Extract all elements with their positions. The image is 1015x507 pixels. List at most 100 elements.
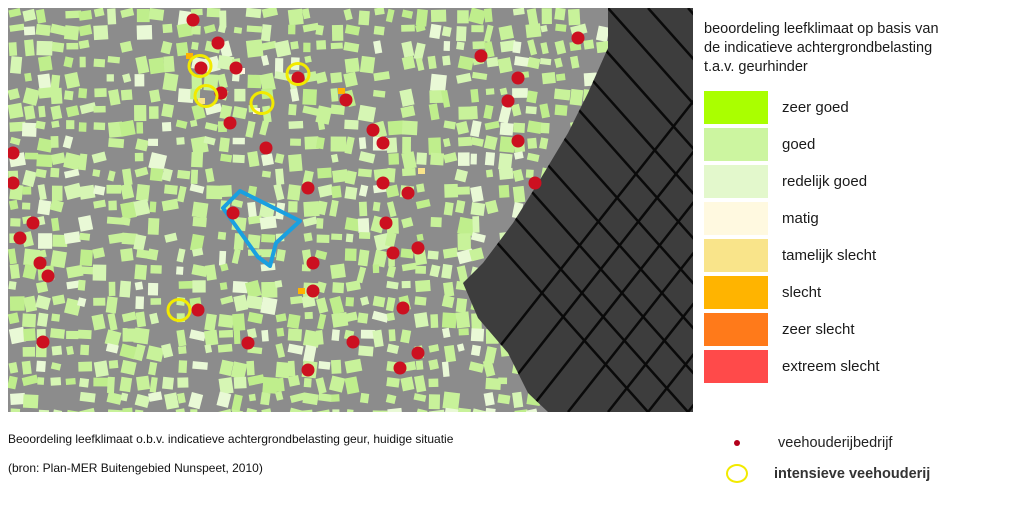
field-parcel — [303, 42, 311, 53]
field-parcel — [133, 234, 147, 251]
farm-marker — [229, 61, 243, 75]
field-parcel — [134, 264, 148, 280]
field-parcel — [443, 201, 454, 216]
field-parcel — [344, 376, 360, 395]
field-parcel — [135, 138, 149, 152]
field-parcel — [261, 8, 278, 18]
field-parcel — [64, 72, 81, 89]
field-parcel — [245, 120, 256, 138]
field-parcel — [498, 167, 514, 180]
field-parcel — [330, 153, 339, 163]
field-parcel — [204, 329, 219, 346]
field-parcel — [429, 90, 445, 104]
field-parcel — [232, 105, 248, 120]
field-parcel — [63, 231, 81, 245]
field-parcel — [204, 313, 217, 332]
field-parcel — [120, 359, 137, 376]
field-parcel — [356, 266, 367, 284]
field-parcel — [331, 24, 344, 41]
field-parcel — [232, 313, 246, 332]
field-parcel — [22, 8, 37, 22]
field-parcel — [331, 233, 343, 241]
farm-marker — [346, 335, 360, 349]
field-parcel — [260, 392, 271, 406]
field-parcel — [204, 264, 217, 281]
field-parcel — [217, 343, 233, 353]
field-parcel — [9, 136, 21, 146]
field-parcel — [35, 168, 47, 179]
field-parcel — [121, 311, 137, 323]
field-parcel — [108, 360, 119, 369]
field-parcel — [106, 391, 123, 405]
field-parcel — [413, 42, 426, 61]
field-parcel — [220, 263, 229, 272]
field-parcel — [386, 265, 397, 278]
field-parcel — [513, 151, 524, 160]
field-parcel — [120, 216, 131, 226]
farm-marker — [301, 363, 315, 377]
field-parcel — [458, 106, 473, 120]
field-parcel — [330, 359, 342, 374]
farm-marker — [259, 141, 273, 155]
field-parcel — [135, 296, 145, 310]
field-parcel — [79, 56, 86, 68]
field-parcel — [399, 88, 415, 107]
field-parcel — [554, 104, 568, 116]
field-parcel — [442, 247, 459, 259]
field-parcel — [135, 184, 150, 202]
legend-label: matig — [782, 210, 819, 227]
field-parcel — [176, 266, 184, 275]
field-parcel — [470, 185, 484, 203]
field-parcel — [486, 57, 499, 68]
field-parcel — [455, 311, 471, 329]
field-parcel — [497, 57, 513, 74]
field-parcel — [457, 407, 472, 412]
odour-map — [8, 8, 693, 412]
field-parcel — [204, 122, 218, 132]
field-parcel — [64, 182, 83, 201]
field-parcel — [24, 72, 32, 82]
field-parcel — [78, 39, 90, 49]
legend-label: goed — [782, 136, 816, 153]
farm-marker — [528, 176, 542, 190]
field-parcel — [120, 89, 133, 101]
caption-title: Beoordeling leefklimaat o.b.v. indicatie… — [8, 432, 454, 446]
field-parcel — [400, 376, 415, 392]
odour-hotspot — [418, 168, 425, 174]
field-parcel — [372, 249, 388, 268]
field-parcel — [569, 88, 584, 106]
farm-marker — [226, 206, 240, 220]
field-parcel — [136, 25, 153, 40]
field-parcel — [91, 313, 106, 331]
field-parcel — [372, 410, 388, 412]
field-parcel — [220, 295, 234, 305]
field-parcel — [192, 280, 206, 293]
field-parcel — [499, 87, 508, 96]
field-parcel — [134, 166, 149, 178]
field-parcel — [163, 184, 178, 195]
field-parcel — [472, 41, 486, 50]
field-parcel — [511, 103, 522, 117]
field-parcel — [177, 169, 191, 180]
field-parcel — [541, 8, 552, 25]
field-parcel — [357, 312, 369, 324]
field-parcel — [567, 8, 581, 26]
field-parcel — [78, 10, 93, 21]
field-parcel — [512, 391, 524, 408]
field-parcel — [22, 346, 36, 357]
field-parcel — [415, 199, 431, 210]
field-parcel — [230, 361, 248, 380]
field-parcel — [108, 281, 116, 296]
field-parcel — [10, 408, 21, 412]
field-parcel — [161, 168, 173, 182]
field-parcel — [328, 375, 346, 393]
field-parcel — [345, 280, 361, 292]
farm-marker — [13, 231, 27, 245]
field-parcel — [386, 201, 397, 218]
field-parcel — [498, 377, 508, 385]
field-parcel — [401, 55, 416, 70]
field-parcel — [443, 120, 456, 130]
field-parcel — [469, 247, 485, 262]
legend-item-extreem-slecht: extreem slecht — [704, 348, 1014, 385]
field-parcel — [217, 231, 227, 241]
